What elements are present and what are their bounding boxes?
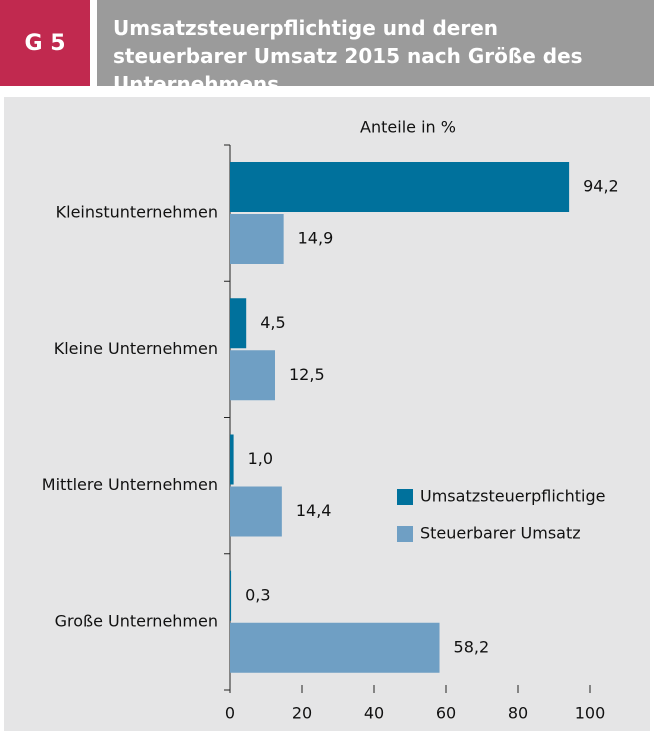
chart: Anteile in % 0 20 40 60 80 100 Kleinstunterneh… xyxy=(4,97,650,731)
bar xyxy=(230,350,275,401)
bar xyxy=(230,162,570,212)
bar xyxy=(230,214,284,264)
value-label: 58,2 xyxy=(454,637,490,656)
x-tick-label: 40 xyxy=(364,704,384,723)
y-tick-label: Kleinstunternehmen xyxy=(56,203,218,222)
legend-swatch xyxy=(397,489,413,505)
bar xyxy=(230,298,247,349)
bar xyxy=(230,622,440,673)
header: G 5 Umsatzsteuerpflichtige und deren ste… xyxy=(0,0,654,96)
legend-label: Umsatzsteuerpflichtige xyxy=(420,487,605,506)
bar xyxy=(230,486,282,537)
value-label: 0,3 xyxy=(245,585,270,604)
value-label: 1,0 xyxy=(248,449,273,468)
y-tick-label: Mittlere Unternehmen xyxy=(42,475,218,494)
y-tick-label: Kleine Unternehmen xyxy=(54,339,218,358)
title: Umsatzsteuerpflichtige und deren steuerb… xyxy=(97,0,654,96)
bar xyxy=(230,434,234,485)
x-tick-label: 100 xyxy=(575,704,606,723)
value-label: 94,2 xyxy=(583,177,619,196)
legend-label: Steuerbarer Umsatz xyxy=(420,524,581,543)
chart-subtitle: Anteile in % xyxy=(360,118,456,137)
bar xyxy=(230,570,232,621)
value-label: 14,4 xyxy=(296,501,332,520)
x-tick-label: 60 xyxy=(436,704,456,723)
x-tick-label: 0 xyxy=(225,704,235,723)
y-tick-label: Große Unternehmen xyxy=(55,611,218,630)
x-tick-label: 80 xyxy=(508,704,528,723)
legend-swatch xyxy=(397,526,413,542)
value-label: 12,5 xyxy=(289,365,325,384)
value-label: 4,5 xyxy=(260,313,285,332)
x-tick-label: 20 xyxy=(292,704,312,723)
value-label: 14,9 xyxy=(298,229,334,248)
badge: G 5 xyxy=(0,0,90,86)
